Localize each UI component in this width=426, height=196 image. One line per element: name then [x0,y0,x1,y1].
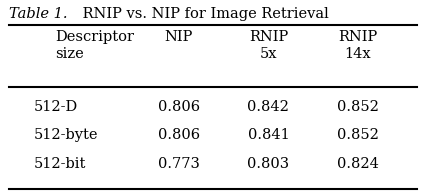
Text: 0.806: 0.806 [158,100,200,114]
Text: 512-byte: 512-byte [34,128,98,142]
Text: 0.803: 0.803 [248,157,289,171]
Text: Descriptor
size: Descriptor size [55,30,134,61]
Text: 0.842: 0.842 [248,100,289,114]
Text: 0.806: 0.806 [158,128,200,142]
Text: 0.841: 0.841 [248,128,289,142]
Text: RNIP
14x: RNIP 14x [338,30,377,61]
Text: 0.852: 0.852 [337,128,379,142]
Text: 0.773: 0.773 [158,157,200,171]
Text: Table 1.: Table 1. [9,7,67,21]
Text: 512-bit: 512-bit [34,157,86,171]
Text: 0.824: 0.824 [337,157,379,171]
Text: RNIP
5x: RNIP 5x [249,30,288,61]
Text: NIP: NIP [165,30,193,44]
Text: 512-D: 512-D [34,100,78,114]
Text: RNIP vs. NIP for Image Retrieval: RNIP vs. NIP for Image Retrieval [78,7,329,21]
Text: 0.852: 0.852 [337,100,379,114]
